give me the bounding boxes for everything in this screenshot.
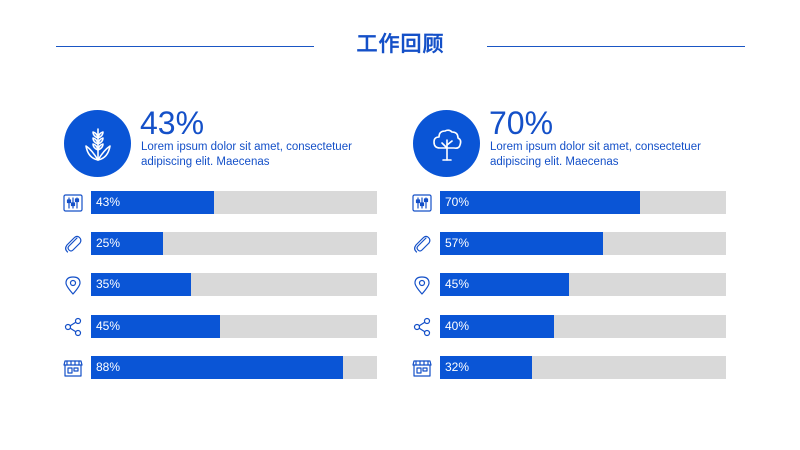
paperclip-icon xyxy=(411,233,433,255)
bar-fill xyxy=(91,191,214,214)
location-pin-icon xyxy=(411,274,433,296)
chart-panel-2: 70% Lorem ipsum dolor sit amet, consecte… xyxy=(411,0,741,450)
headline-value: 70% xyxy=(489,105,554,141)
bar-value-label: 88% xyxy=(96,360,121,374)
location-pin-icon xyxy=(62,274,84,296)
paperclip-icon xyxy=(62,233,84,255)
sliders-icon xyxy=(411,192,433,214)
bar-track: 32% xyxy=(440,356,726,379)
bar-fill xyxy=(91,273,192,296)
tree-icon xyxy=(413,110,480,177)
title-divider-left xyxy=(56,46,314,47)
bar-value-label: 25% xyxy=(96,236,121,250)
bar-value-label: 70% xyxy=(445,195,470,209)
bar-track: 45% xyxy=(91,315,377,338)
bar-fill xyxy=(440,315,555,338)
bar-row: 45% xyxy=(62,315,378,339)
bar-value-label: 45% xyxy=(96,319,121,333)
shop-icon xyxy=(411,357,433,379)
bar-row: 40% xyxy=(411,315,727,339)
bar-track: 43% xyxy=(91,191,377,214)
bar-row: 43% xyxy=(62,191,378,215)
description-text: Lorem ipsum dolor sit amet, consectetuer… xyxy=(141,141,352,168)
bar-track: 35% xyxy=(91,273,377,296)
bar-fill xyxy=(91,232,163,255)
bar-fill xyxy=(440,273,569,296)
share-icon xyxy=(411,316,433,338)
bar-track: 70% xyxy=(440,191,726,214)
shop-icon xyxy=(62,357,84,379)
description-text: Lorem ipsum dolor sit amet, consectetuer… xyxy=(490,141,701,168)
bar-track: 40% xyxy=(440,315,726,338)
bar-row: 88% xyxy=(62,356,378,380)
bar-track: 88% xyxy=(91,356,377,379)
bar-value-label: 35% xyxy=(96,277,121,291)
sliders-icon xyxy=(62,192,84,214)
bar-value-label: 43% xyxy=(96,195,121,209)
header: 工作回顾 xyxy=(0,28,800,62)
bar-row: 35% xyxy=(62,273,378,297)
bar-fill xyxy=(91,356,343,379)
title-divider-right xyxy=(487,46,745,47)
bar-track: 57% xyxy=(440,232,726,255)
bar-fill xyxy=(440,232,604,255)
bar-track: 45% xyxy=(440,273,726,296)
bar-fill xyxy=(91,315,220,338)
headline-value: 43% xyxy=(140,105,205,141)
bar-row: 70% xyxy=(411,191,727,215)
wheat-icon xyxy=(64,110,131,177)
chart-panel-1: 43% Lorem ipsum dolor sit amet, consecte… xyxy=(62,0,392,450)
page-title: 工作回顾 xyxy=(356,32,445,56)
bar-value-label: 32% xyxy=(445,360,470,374)
bar-row: 57% xyxy=(411,232,727,256)
bar-value-label: 45% xyxy=(445,277,470,291)
bar-value-label: 40% xyxy=(445,319,470,333)
share-icon xyxy=(62,316,84,338)
bar-fill xyxy=(440,191,641,214)
bar-fill xyxy=(440,356,532,379)
bar-row: 32% xyxy=(411,356,727,380)
bar-track: 25% xyxy=(91,232,377,255)
bar-value-label: 57% xyxy=(445,236,470,250)
bar-row: 25% xyxy=(62,232,378,256)
bar-row: 45% xyxy=(411,273,727,297)
